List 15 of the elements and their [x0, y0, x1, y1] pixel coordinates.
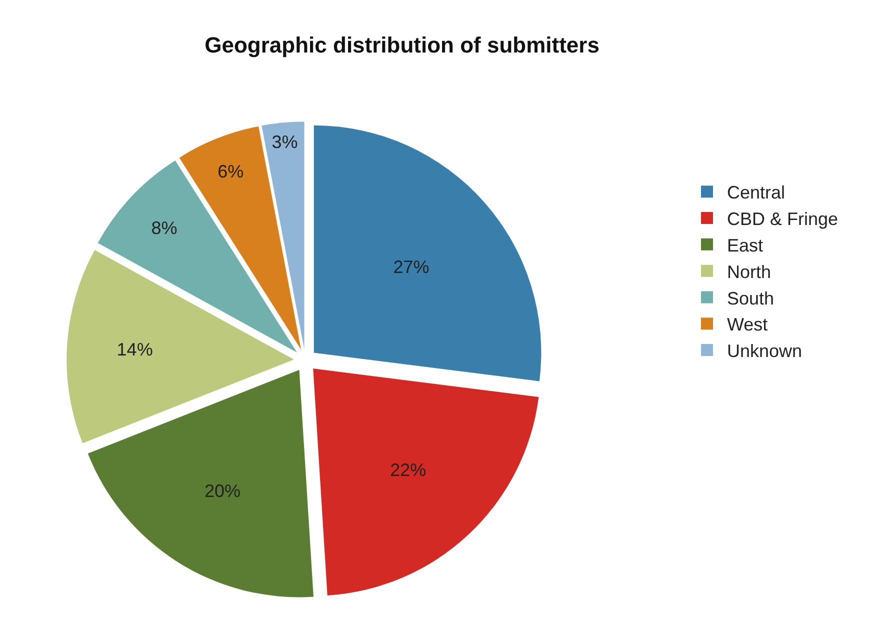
legend-label: South — [727, 288, 774, 308]
legend-label: Central — [727, 182, 786, 203]
data-label: 14% — [116, 340, 153, 360]
legend-label: Unknown — [727, 341, 802, 362]
data-label: 20% — [204, 480, 241, 501]
legend-label: East — [727, 235, 764, 256]
chart-title: Geographic distribution of submitters — [204, 32, 600, 58]
legend-label: North — [727, 262, 772, 282]
data-label: 22% — [390, 460, 426, 480]
data-label: 3% — [272, 132, 298, 152]
legend-label: CBD & Fringe — [727, 209, 838, 230]
legend-label: West — [727, 314, 768, 335]
data-label: 8% — [151, 218, 178, 238]
data-label: 6% — [218, 162, 244, 182]
data-label: 27% — [393, 256, 430, 277]
